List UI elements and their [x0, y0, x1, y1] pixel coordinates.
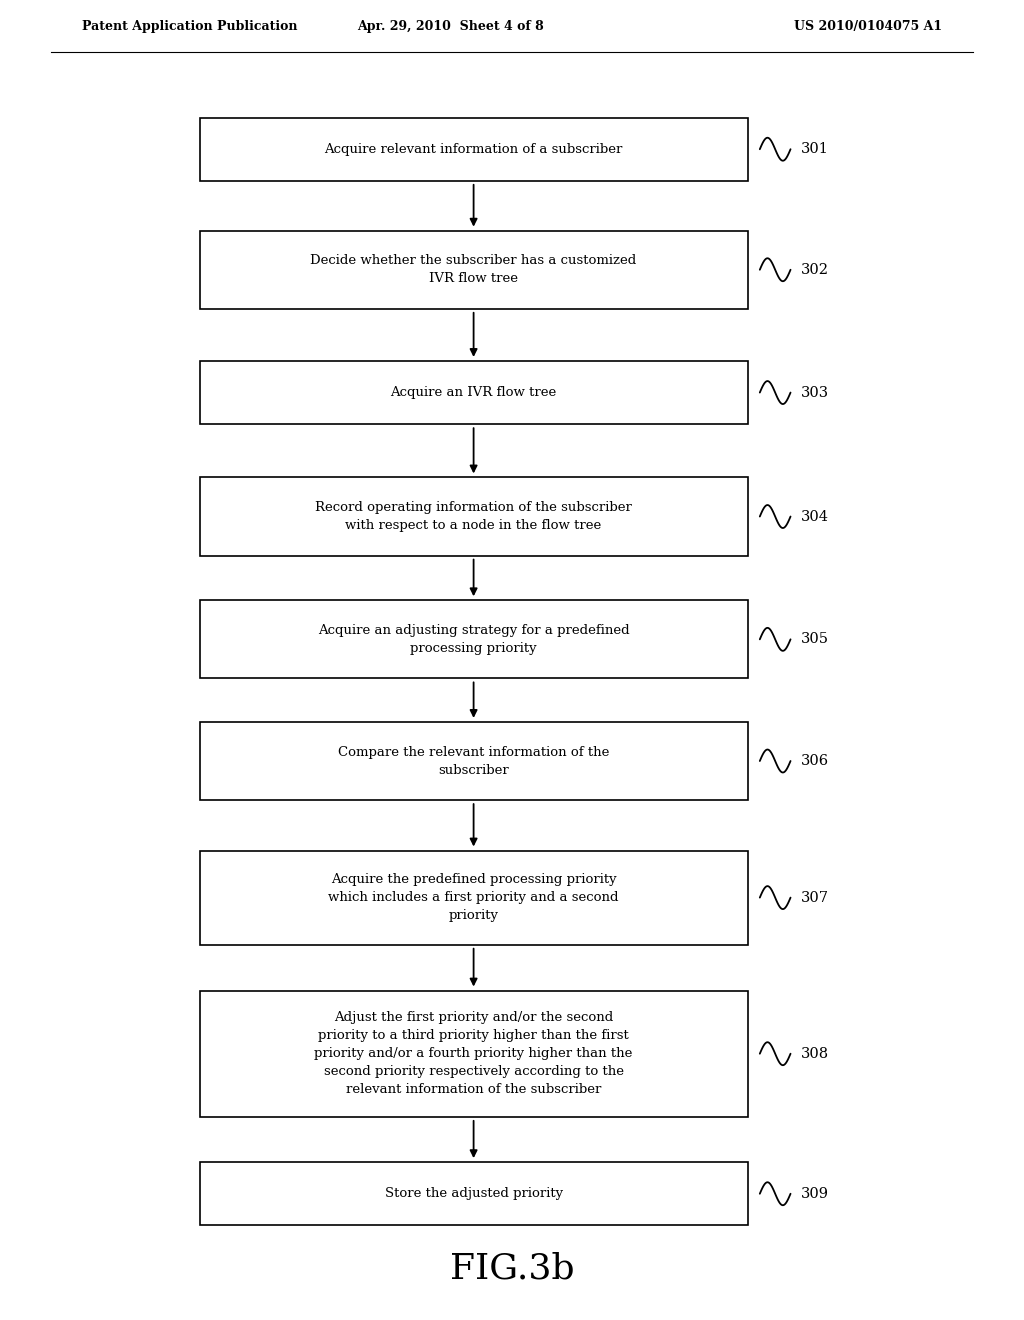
Bar [200, 231, 748, 309]
Bar [200, 990, 748, 1117]
Text: FIG.3b: FIG.3b [450, 1251, 574, 1286]
Text: Record operating information of the subscriber
with respect to a node in the flo: Record operating information of the subs… [315, 502, 632, 532]
Text: 302: 302 [801, 263, 828, 277]
Text: Acquire an adjusting strategy for a predefined
processing priority: Acquire an adjusting strategy for a pred… [317, 624, 630, 655]
Text: Adjust the first priority and/or the second
priority to a third priority higher : Adjust the first priority and/or the sec… [314, 1011, 633, 1096]
Text: Compare the relevant information of the
subscriber: Compare the relevant information of the … [338, 746, 609, 776]
Text: Acquire an IVR flow tree: Acquire an IVR flow tree [390, 385, 557, 399]
Text: Acquire the predefined processing priority
which includes a first priority and a: Acquire the predefined processing priori… [329, 873, 618, 923]
Text: Store the adjusted priority: Store the adjusted priority [385, 1187, 562, 1200]
Text: Patent Application Publication: Patent Application Publication [82, 20, 297, 33]
Bar [200, 1162, 748, 1225]
Text: 305: 305 [801, 632, 828, 647]
Text: 301: 301 [801, 143, 828, 156]
Text: Apr. 29, 2010  Sheet 4 of 8: Apr. 29, 2010 Sheet 4 of 8 [357, 20, 544, 33]
Bar [200, 722, 748, 800]
Text: 307: 307 [801, 891, 828, 904]
Text: 308: 308 [801, 1047, 828, 1061]
Bar [200, 360, 748, 424]
Text: US 2010/0104075 A1: US 2010/0104075 A1 [794, 20, 942, 33]
Text: 309: 309 [801, 1187, 828, 1201]
Text: 304: 304 [801, 510, 828, 524]
Bar [200, 601, 748, 678]
Text: 306: 306 [801, 754, 828, 768]
Text: Decide whether the subscriber has a customized
IVR flow tree: Decide whether the subscriber has a cust… [310, 255, 637, 285]
Text: Acquire relevant information of a subscriber: Acquire relevant information of a subscr… [325, 143, 623, 156]
Bar [200, 117, 748, 181]
Bar [200, 478, 748, 556]
Bar [200, 850, 748, 945]
Text: 303: 303 [801, 385, 828, 400]
